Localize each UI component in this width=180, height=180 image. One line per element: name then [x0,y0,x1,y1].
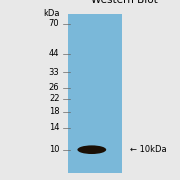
Text: 44: 44 [49,49,59,58]
Text: 14: 14 [49,123,59,132]
Text: 70: 70 [49,19,59,28]
Text: Western Blot: Western Blot [91,0,158,5]
Ellipse shape [77,145,106,154]
Text: ← 10kDa: ← 10kDa [130,145,166,154]
Text: 18: 18 [49,107,59,116]
Text: kDa: kDa [43,9,59,18]
Text: 33: 33 [49,68,59,77]
Bar [68,14,122,173]
Text: 10: 10 [49,145,59,154]
Text: 26: 26 [49,83,59,92]
Text: 22: 22 [49,94,59,103]
